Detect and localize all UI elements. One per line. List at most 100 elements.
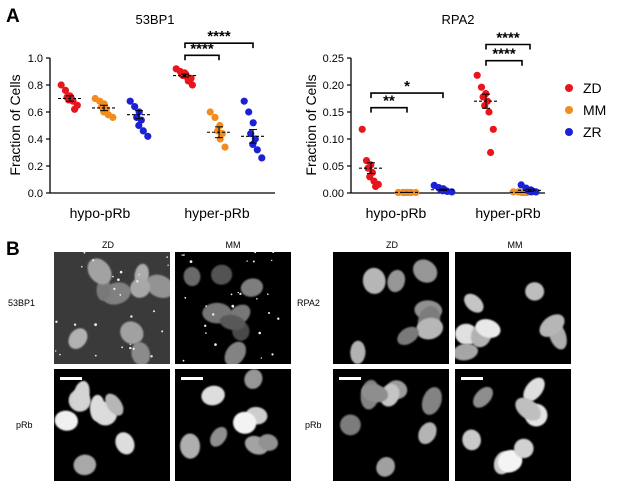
significance-bracket <box>485 59 523 66</box>
data-point <box>509 188 517 196</box>
cell-nucleus <box>211 264 233 285</box>
data-point <box>247 130 255 138</box>
focus-dot <box>231 304 235 308</box>
data-point <box>206 108 214 116</box>
significance-label: **** <box>190 40 214 57</box>
cell-nucleus <box>376 457 395 477</box>
focus-dot <box>246 260 248 262</box>
data-point <box>216 135 224 143</box>
micrograph-content <box>350 259 444 364</box>
focus-dot <box>181 254 183 256</box>
data-point <box>245 108 253 116</box>
data-point <box>487 148 495 157</box>
focus-dot <box>277 317 280 320</box>
y-axis-label: Fraction of Cells <box>303 74 319 175</box>
cell-nucleus <box>210 426 228 447</box>
data-point <box>358 125 366 133</box>
cell-nucleus <box>418 422 437 445</box>
cell-nucleus <box>131 342 151 364</box>
cell-nucleus <box>87 258 112 285</box>
cell-nucleus <box>130 277 151 298</box>
focus-dot <box>271 259 273 262</box>
column-label: MM <box>226 240 241 250</box>
focus-dot <box>150 355 153 358</box>
y-axis-label: Fraction of Cells <box>7 74 23 175</box>
significance-bracket <box>184 42 254 49</box>
cell-nucleus <box>539 314 565 337</box>
focus-dot <box>92 259 95 262</box>
data-point <box>61 86 70 94</box>
data-point <box>57 81 65 89</box>
focus-dot <box>113 287 116 290</box>
data-point <box>109 113 117 121</box>
cell-nucleus <box>416 317 444 340</box>
cell-nucleus <box>219 314 246 331</box>
focus-dot <box>254 252 256 254</box>
micrograph <box>54 369 170 481</box>
significance-bracket <box>184 54 220 61</box>
cell-nucleus <box>244 369 263 389</box>
scale-bar <box>339 377 361 380</box>
micrograph-background <box>175 369 291 481</box>
focus-dot <box>112 275 114 278</box>
cell-nucleus <box>421 387 442 415</box>
focus-dot <box>94 323 97 326</box>
category-label: hypo-pRb <box>70 205 131 221</box>
cell-nucleus <box>361 383 389 403</box>
legend-swatch-mm <box>565 106 573 114</box>
cell-nucleus <box>145 274 170 298</box>
focus-dot <box>129 346 132 350</box>
focus-dot <box>271 353 274 356</box>
category-label: hyper-pRb <box>184 205 250 221</box>
scale-bar <box>181 377 203 380</box>
legend-label: ZD <box>583 80 602 96</box>
cell-nucleus <box>523 377 545 402</box>
significance-label: **** <box>496 30 520 47</box>
legend-label: MM <box>583 102 606 118</box>
cell-nucleus <box>525 282 545 301</box>
focus-dot <box>272 252 275 254</box>
row-label: pRb <box>305 420 322 430</box>
focus-dot <box>212 313 215 316</box>
tick-label: 0.05 <box>323 161 344 173</box>
cell-nucleus <box>362 267 386 294</box>
cell-nucleus <box>475 319 501 338</box>
focus-dot <box>256 298 258 300</box>
data-point <box>249 119 257 127</box>
data-point <box>188 81 196 89</box>
cell-nucleus <box>515 397 541 421</box>
scale-bar <box>60 377 82 380</box>
data-point <box>372 182 380 191</box>
significance-label: * <box>404 78 410 95</box>
focus-dot <box>204 324 207 327</box>
tick-label: 0.0 <box>28 188 43 200</box>
data-point <box>489 125 497 133</box>
significance-bracket <box>370 106 408 113</box>
cell-nucleus <box>105 393 124 416</box>
tick-label: 0.4 <box>28 134 43 146</box>
cell-nucleus <box>54 410 78 431</box>
focus-dot <box>161 330 164 333</box>
panel-label-b: B <box>6 239 20 260</box>
legend-swatch-zr <box>565 128 573 136</box>
micrograph-content <box>455 282 567 361</box>
focus-dot <box>83 252 86 254</box>
tick-label: 0.8 <box>28 80 43 92</box>
chart-53bp1: 53BP1 Fraction of Cells 0.0 0.2 0.4 0.6 … <box>7 12 275 221</box>
tick-label: 0.15 <box>323 107 344 119</box>
focus-dot <box>258 331 262 335</box>
cell-nucleus <box>89 394 105 422</box>
cell-nucleus <box>120 321 144 345</box>
focus-dot <box>136 280 139 283</box>
cell-nucleus <box>455 343 479 361</box>
focus-dot <box>73 323 77 326</box>
focus-dot <box>55 350 57 352</box>
focus-dot <box>132 347 135 350</box>
focus-dot <box>81 265 83 268</box>
tick-label: 0.6 <box>28 107 43 119</box>
data-point <box>144 132 152 140</box>
focus-dot <box>268 312 270 314</box>
category-label: hypo-pRb <box>366 205 427 221</box>
focus-dot <box>153 310 155 313</box>
data-point <box>258 154 266 162</box>
